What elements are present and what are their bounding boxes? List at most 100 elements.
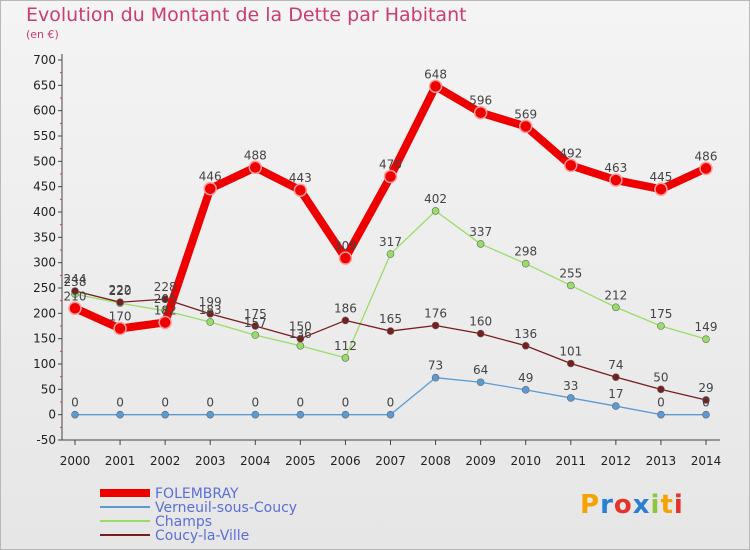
data-label: 0 [206, 396, 214, 410]
data-label: 165 [379, 312, 402, 326]
series-3-point [161, 295, 169, 303]
data-label: 175 [649, 307, 672, 321]
series-0-point [518, 119, 533, 134]
x-tick-label: 2000 [60, 454, 91, 468]
logo-letter: P [580, 490, 601, 520]
y-tick-label: 150 [33, 332, 56, 346]
data-label: 470 [379, 158, 402, 172]
proxiti-logo: Proxiti [580, 490, 684, 520]
series-3-point [206, 310, 215, 318]
data-label: 212 [604, 288, 627, 302]
data-label: 199 [199, 295, 222, 309]
series-3-point [116, 298, 124, 306]
x-tick-label: 2011 [556, 454, 587, 468]
legend-label: Coucy-la-Ville [155, 528, 249, 544]
data-label: 228 [154, 280, 177, 294]
data-label: 175 [244, 307, 267, 321]
series-3-point [702, 396, 710, 404]
series-3-point [521, 341, 530, 350]
y-tick-label: 700 [33, 53, 56, 67]
data-label: 402 [424, 192, 447, 206]
data-label: 492 [559, 146, 582, 160]
data-label: 443 [289, 171, 312, 185]
logo-letter: o [613, 490, 633, 520]
x-tick-label: 2010 [510, 454, 541, 468]
series-1-point [71, 410, 79, 419]
legend-label: FOLEMBRAY [155, 486, 239, 502]
series-0-point [473, 105, 488, 120]
series-3-point [566, 359, 575, 368]
y-tick-label: 450 [33, 180, 56, 194]
series-3-point [296, 334, 305, 343]
series-2-point [657, 322, 665, 330]
series-0-point [564, 158, 578, 173]
data-label: 220 [109, 284, 132, 298]
data-label: 238 [64, 275, 87, 289]
x-tick-label: 2007 [375, 454, 406, 468]
series-3-point [657, 385, 665, 394]
data-label: 0 [387, 396, 395, 410]
x-tick-label: 2013 [646, 454, 677, 468]
data-label: 596 [469, 94, 492, 108]
series-3-point [431, 321, 440, 330]
series-1-point [341, 410, 350, 419]
y-tick-label: 250 [33, 281, 56, 295]
data-label: 463 [604, 161, 627, 175]
data-label: 176 [424, 306, 447, 320]
series-3-point [251, 322, 260, 330]
series-0-point [699, 161, 713, 176]
series-2-point [296, 341, 305, 350]
series-2-point [521, 259, 530, 268]
data-label: 182 [154, 303, 177, 317]
series-1-point [476, 378, 485, 387]
series-3-point [71, 287, 79, 295]
series-0-point [203, 181, 217, 196]
x-tick-label: 2008 [420, 454, 451, 468]
data-label: 157 [244, 316, 267, 330]
data-label: 74 [608, 358, 623, 372]
x-tick-label: 2006 [330, 454, 361, 468]
data-label: 49 [518, 371, 533, 385]
data-label: 488 [244, 148, 267, 162]
series-2-point [251, 331, 260, 339]
series-2-point [431, 207, 440, 215]
series-0-point [68, 301, 82, 316]
data-label: 17 [608, 387, 623, 401]
series-0-point [113, 321, 127, 336]
logo-letter: r [600, 490, 614, 520]
series-0-point [248, 160, 263, 175]
series-0-point [428, 79, 443, 94]
data-label: 64 [473, 363, 488, 377]
x-tick-label: 2014 [691, 454, 722, 468]
series-1-point [161, 410, 169, 419]
series-0-point [654, 182, 668, 196]
data-label: 149 [695, 320, 718, 334]
data-label: 136 [514, 327, 537, 341]
series-2-point [206, 318, 215, 326]
data-label: 309 [334, 239, 357, 253]
data-label: 222 [109, 283, 132, 297]
data-label: 0 [297, 396, 305, 410]
data-label: 298 [514, 245, 537, 259]
series-3-point [612, 373, 620, 381]
data-label: 0 [657, 396, 665, 410]
logo-letter: t [660, 490, 674, 520]
series-1-point [612, 402, 620, 410]
y-tick-label: 300 [33, 256, 56, 270]
data-label: 183 [199, 303, 222, 317]
x-tick-label: 2001 [105, 454, 136, 468]
series-1-point [386, 410, 395, 419]
data-label: 112 [334, 339, 357, 353]
chart-subtitle: (en €) [26, 28, 59, 41]
data-label: 170 [109, 310, 132, 324]
y-tick-label: -50 [36, 433, 56, 447]
series-3-point [386, 327, 395, 335]
y-tick-label: 650 [33, 78, 56, 92]
data-label: 0 [161, 396, 169, 410]
y-tick-label: 550 [33, 129, 56, 143]
data-label: 0 [342, 396, 350, 410]
y-tick-label: 0 [48, 408, 56, 422]
x-tick-label: 2003 [195, 454, 226, 468]
series-3-point [476, 329, 485, 338]
